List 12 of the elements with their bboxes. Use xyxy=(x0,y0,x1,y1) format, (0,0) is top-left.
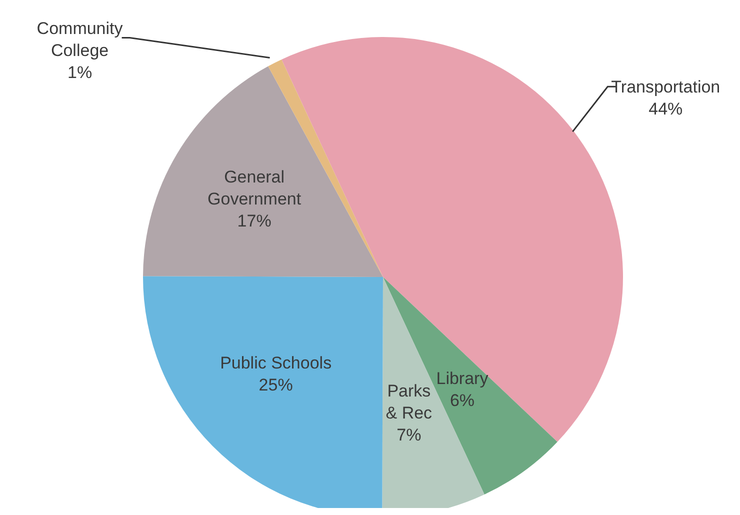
data-label: 17% xyxy=(237,210,272,230)
slice-label: Public Schools xyxy=(220,352,332,372)
slice-label: Community College xyxy=(36,18,124,60)
slice-label: Library xyxy=(436,368,489,388)
data-label: 25% xyxy=(258,374,293,394)
data-label: 44% xyxy=(648,99,683,118)
slice-label: Transportation xyxy=(611,77,720,96)
slice-label: Parks & Rec xyxy=(386,381,433,422)
slice-label: General Government xyxy=(208,166,302,208)
data-label: 7% xyxy=(396,425,422,444)
data-label: 6% xyxy=(450,390,475,410)
data-label: 1% xyxy=(68,62,92,82)
